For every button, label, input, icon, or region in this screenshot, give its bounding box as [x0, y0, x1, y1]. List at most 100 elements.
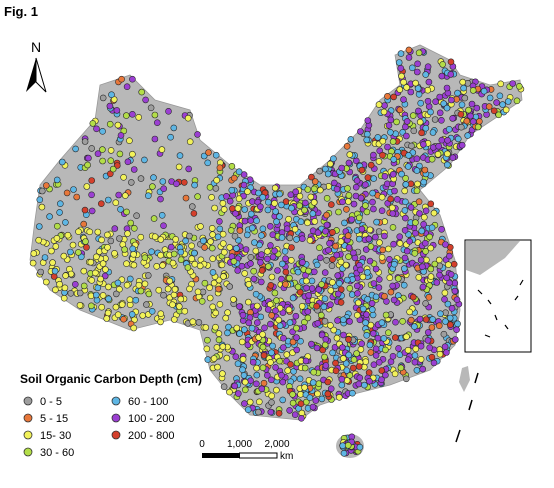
sample-point [116, 235, 123, 242]
sample-point [185, 165, 192, 173]
sample-point [316, 244, 323, 251]
sample-point [408, 142, 415, 150]
sample-point [454, 135, 462, 143]
sample-point [288, 204, 295, 212]
sample-point [242, 246, 250, 253]
sample-point [124, 230, 131, 237]
sample-point [233, 245, 240, 252]
sample-point [177, 256, 185, 264]
sample-point [145, 272, 152, 279]
sample-point [157, 236, 165, 243]
sample-point [220, 240, 227, 247]
sample-point [339, 316, 347, 324]
sample-point [177, 295, 185, 303]
sample-point [288, 244, 295, 251]
sample-point [349, 389, 356, 397]
sample-point [302, 357, 310, 365]
sample-point [389, 282, 396, 290]
sample-point [103, 315, 110, 322]
sample-point [186, 138, 194, 145]
sample-point [421, 239, 429, 247]
sample-point [274, 267, 281, 274]
sample-point [318, 395, 326, 403]
sample-point [201, 279, 209, 287]
sample-point [149, 183, 156, 190]
sample-point [334, 272, 342, 279]
north-arrow: N [26, 39, 47, 93]
sample-point [167, 133, 174, 141]
sample-point [298, 414, 305, 422]
sample-point [194, 193, 201, 200]
sample-point [273, 386, 280, 394]
sample-point [379, 151, 386, 159]
sample-point [451, 287, 459, 295]
sample-point [389, 171, 397, 178]
sample-point [190, 210, 198, 217]
sample-point [403, 247, 411, 255]
taiwan-island [459, 366, 470, 392]
sample-point [228, 186, 236, 194]
sample-point [236, 330, 243, 337]
sample-point [195, 319, 203, 326]
sample-point [367, 161, 375, 169]
sample-point [355, 363, 363, 370]
sample-point [480, 87, 488, 95]
sample-point [61, 284, 69, 292]
sample-point [253, 319, 261, 327]
sample-point [157, 310, 165, 318]
sample-point [234, 360, 242, 368]
sample-point [314, 319, 322, 327]
sample-point [515, 83, 523, 90]
sample-point [209, 231, 216, 238]
sample-point [220, 206, 228, 213]
sample-point [359, 273, 367, 281]
sample-point [411, 352, 419, 359]
sample-point [323, 256, 330, 264]
sample-point [72, 145, 79, 153]
sample-point [329, 349, 336, 357]
sample-point [325, 246, 332, 254]
sample-point [247, 260, 254, 267]
sample-point [56, 200, 64, 207]
sample-point [160, 222, 167, 229]
sample-point [305, 291, 313, 299]
sample-point [401, 187, 409, 195]
sample-point [306, 237, 314, 244]
sample-point [204, 336, 211, 344]
sample-point [88, 177, 95, 184]
sample-point [238, 262, 246, 270]
sample-point [172, 236, 179, 243]
sample-point [387, 116, 395, 124]
sample-point [393, 196, 401, 203]
sample-point [366, 341, 374, 349]
sample-point [428, 324, 436, 331]
legend: Soil Organic Carbon Depth (cm) 0 - 5 5 - … [20, 372, 202, 459]
sample-point [409, 112, 417, 119]
sample-point [93, 253, 100, 261]
sample-point [127, 275, 134, 283]
sample-point [308, 173, 315, 181]
sample-point [348, 216, 356, 223]
sample-point [261, 324, 268, 332]
sample-point [170, 291, 178, 299]
sample-point [453, 326, 460, 334]
sample-point [391, 334, 399, 341]
sample-point [323, 211, 330, 219]
sample-point [158, 212, 166, 219]
sample-point [405, 46, 413, 54]
sample-point [269, 253, 277, 261]
sample-point [93, 125, 100, 133]
legend-label: 60 - 100 [128, 396, 168, 408]
sample-point [381, 232, 388, 240]
sample-point [92, 269, 99, 277]
sample-point [407, 88, 415, 96]
sample-point [398, 170, 405, 178]
sample-point [385, 245, 392, 253]
sample-point [219, 230, 227, 238]
legend-swatch [23, 447, 33, 457]
sample-point [395, 59, 403, 66]
sample-point [137, 233, 145, 241]
sample-point [353, 350, 360, 357]
sample-point [343, 367, 351, 374]
sample-point [425, 293, 433, 301]
